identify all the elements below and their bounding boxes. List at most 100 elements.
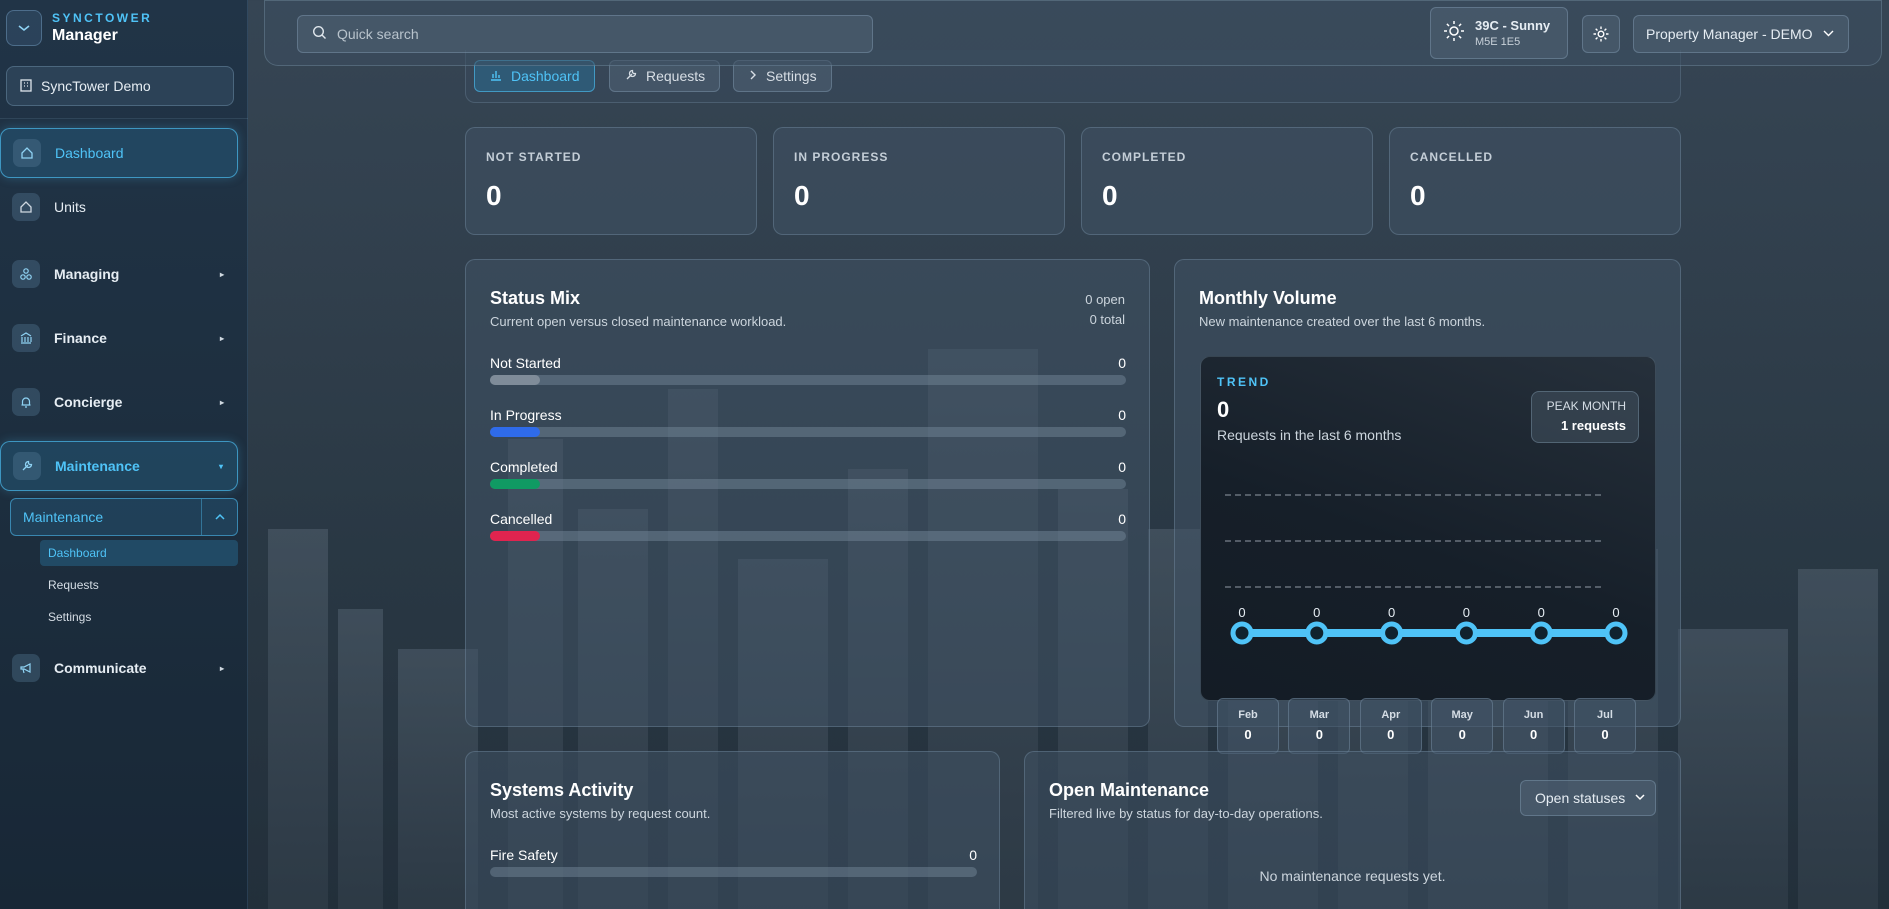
status-label: In Progress: [490, 407, 562, 423]
open-count: 0 open: [1085, 292, 1125, 307]
month-value: 0: [1315, 727, 1323, 742]
bank-icon: [12, 324, 40, 352]
stat-value: 0: [486, 180, 502, 211]
status-value: 0: [1118, 407, 1126, 423]
stat-value: 0: [794, 180, 810, 211]
month-label: Jun: [1523, 709, 1544, 721]
month-label: May: [1451, 709, 1473, 721]
sidebar-item-label: Units: [54, 199, 86, 215]
data-label: 0: [1388, 605, 1395, 620]
sidebar-item-concierge[interactable]: Concierge ▸: [0, 377, 238, 427]
weather-temp: 39C - Sunny: [1475, 18, 1551, 33]
caret-right-icon: ▸: [219, 269, 224, 279]
month-value: 0: [1458, 727, 1466, 742]
peak-value: 1 requests: [1560, 418, 1626, 433]
data-point-jul: [1604, 621, 1628, 645]
search-icon: [312, 25, 327, 43]
data-label: 0: [1313, 605, 1320, 620]
status-bar-track: [490, 375, 1126, 385]
weather-widget: 39C - Sunny M5E 1E5: [1430, 7, 1568, 59]
month-chip-apr: Apr 0: [1359, 698, 1422, 754]
card-title: Status Mix: [490, 288, 581, 308]
sidebar-item-label: Finance: [54, 330, 107, 346]
status-mix-totals: 0 open 0 total: [1085, 290, 1125, 330]
sidebar-item-units[interactable]: Units: [0, 182, 238, 232]
stat-value: 0: [1102, 180, 1118, 211]
status-row-completed: Completed 0: [490, 459, 1126, 489]
brand-subtitle: Manager: [52, 27, 118, 44]
stat-card-not-started: NOT STARTED 0: [465, 127, 757, 235]
card-title: Open Maintenance: [1049, 780, 1210, 800]
sun-icon: [1443, 20, 1465, 47]
submenu-link-requests[interactable]: Requests: [48, 578, 99, 592]
sidebar-item-communicate[interactable]: Communicate ▸: [0, 643, 238, 693]
search-input[interactable]: Quick search: [297, 15, 873, 53]
card-subtitle: Current open versus closed maintenance w…: [490, 314, 787, 329]
submenu-title: Maintenance: [23, 509, 104, 525]
status-filter-select[interactable]: Open statuses: [1520, 780, 1656, 816]
role-label: Property Manager - DEMO: [1646, 26, 1813, 42]
submenu-link-settings[interactable]: Settings: [48, 610, 92, 624]
trend-label: TREND: [1217, 375, 1271, 389]
month-value: 0: [1601, 727, 1609, 742]
role-selector[interactable]: Property Manager - DEMO: [1633, 15, 1849, 53]
stat-label: CANCELLED: [1410, 150, 1493, 164]
divider: [0, 118, 248, 119]
sidebar: SYNCTOWER Manager SyncTower Demo Dashboa…: [0, 0, 248, 909]
trend-panel: TREND 0 Requests in the last 6 months PE…: [1200, 356, 1656, 701]
data-label: 0: [1463, 605, 1470, 620]
caret-down-icon: ▾: [218, 461, 223, 471]
month-value: 0: [1529, 727, 1538, 742]
data-point-apr: [1380, 621, 1404, 645]
maintenance-submenu-header[interactable]: Maintenance: [10, 498, 238, 536]
chevron-up-icon[interactable]: [201, 499, 237, 535]
gear-icon[interactable]: [1582, 15, 1620, 53]
sidebar-item-managing[interactable]: Managing ▸: [0, 249, 238, 299]
system-value: 0: [969, 847, 977, 863]
home-icon: [12, 193, 40, 221]
org-selector[interactable]: SyncTower Demo: [6, 66, 234, 106]
status-label: Completed: [490, 459, 558, 475]
stat-value: 0: [1410, 180, 1426, 211]
systems-activity-card: Systems Activity Most active systems by …: [465, 751, 1000, 909]
status-value: 0: [1118, 459, 1126, 475]
data-point-feb: [1230, 621, 1254, 645]
stat-card-in-progress: IN PROGRESS 0: [773, 127, 1065, 235]
sidebar-item-label: Managing: [54, 266, 120, 282]
chevron-down-icon[interactable]: [6, 10, 42, 46]
sidebar-item-label: Dashboard: [55, 145, 124, 161]
chevron-right-icon: [748, 68, 758, 84]
month-label: Jul: [1597, 709, 1613, 721]
card-title: Monthly Volume: [1199, 288, 1337, 308]
chevron-down-icon: [1635, 793, 1645, 804]
card-subtitle: New maintenance created over the last 6 …: [1199, 314, 1486, 329]
month-chip-jun: Jun 0: [1502, 698, 1565, 754]
status-bar-fill: [490, 375, 540, 385]
sidebar-item-dashboard[interactable]: Dashboard: [0, 128, 238, 178]
status-bar-fill: [490, 427, 540, 437]
month-chip-may: May 0: [1431, 698, 1494, 754]
filter-value: Open statuses: [1535, 790, 1626, 806]
nodes-icon: [12, 260, 40, 288]
sidebar-item-finance[interactable]: Finance ▸: [0, 313, 238, 363]
system-bar-track: [490, 867, 977, 877]
status-bar-fill: [490, 531, 540, 541]
month-value: 0: [1387, 727, 1395, 742]
building-icon: [19, 78, 33, 95]
status-bar-track: [490, 479, 1126, 489]
month-label: Feb: [1238, 709, 1258, 721]
status-bar-track: [490, 531, 1126, 541]
tab-label: Requests: [646, 68, 706, 84]
top-bar: Quick search 39C - Sunny M5E 1E5 Propert…: [264, 0, 1882, 66]
card-title: Systems Activity: [490, 780, 634, 800]
monthly-volume-card: Monthly Volume New maintenance created o…: [1174, 259, 1681, 727]
status-row-cancelled: Cancelled 0: [490, 511, 1126, 541]
submenu-link-dashboard[interactable]: Dashboard: [40, 540, 238, 566]
megaphone-icon: [12, 654, 40, 682]
sidebar-item-maintenance[interactable]: Maintenance ▾: [0, 441, 238, 491]
stat-label: COMPLETED: [1102, 150, 1187, 164]
status-label: Cancelled: [490, 511, 553, 527]
trend-line-chart: 0 0 0 0 0 0: [1225, 494, 1628, 645]
status-value: 0: [1118, 511, 1126, 527]
